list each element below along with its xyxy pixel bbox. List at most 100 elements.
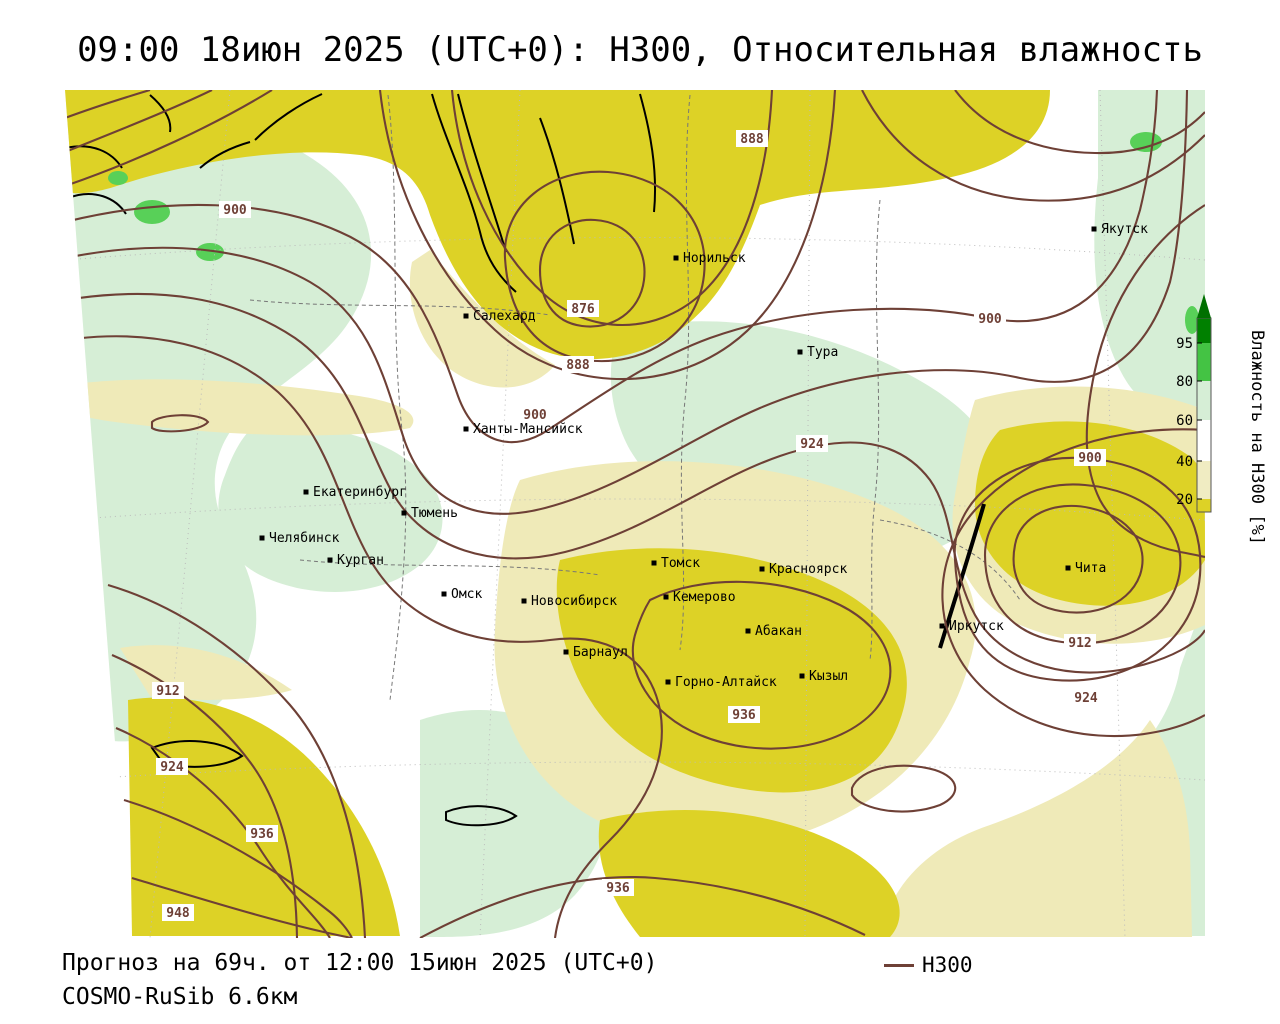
city-label: Челябинск <box>269 531 340 546</box>
contour-label-bg <box>152 682 184 699</box>
contour-label-bg <box>602 879 634 896</box>
city-marker <box>401 510 407 516</box>
contour-label: 876 <box>571 302 595 317</box>
city-marker <box>673 255 679 261</box>
city-label: Кызыл <box>809 669 848 684</box>
lake-baikal <box>938 503 986 649</box>
city-label: Ханты-Мансийск <box>473 422 583 437</box>
contour-label: 900 <box>1078 451 1102 466</box>
contour-legend-label: H300 <box>922 953 973 977</box>
colorbar-arrow <box>1197 294 1211 318</box>
city-label: Омск <box>451 587 482 602</box>
city-marker <box>797 349 803 355</box>
city-marker <box>463 426 469 432</box>
contour-label-bg <box>156 758 188 775</box>
city-marker <box>259 535 265 541</box>
contour-label: 924 <box>160 760 184 775</box>
colorbar-segment <box>1197 499 1211 512</box>
contour-label: 912 <box>156 684 179 699</box>
page-title: 09:00 18июн 2025 (UTC+0): H300, Относите… <box>77 30 1203 70</box>
colorbar-segment <box>1197 381 1211 420</box>
coastlines <box>65 93 986 827</box>
city-markers: Якутск Норильск Салехард Тура Ханты-Мансийск… <box>259 222 1148 690</box>
colorbar-tick-label: 60 <box>1176 413 1193 429</box>
contour-label: 888 <box>740 132 764 147</box>
city-marker <box>651 560 657 566</box>
city-marker <box>939 623 945 629</box>
model-info: COSMO-RuSib 6.6км <box>62 984 298 1010</box>
city-label: Норильск <box>683 251 746 266</box>
graticule <box>65 90 1205 938</box>
colorbar-tick-label: 95 <box>1176 336 1193 352</box>
city-marker <box>327 557 333 563</box>
city-label: Томск <box>661 556 700 571</box>
city-marker <box>521 598 527 604</box>
contour-label-bg <box>1064 634 1096 651</box>
colorbar-segment <box>1197 461 1211 499</box>
contour-label-bg <box>796 435 828 452</box>
contour-label: 900 <box>223 203 247 218</box>
colorbar-segment <box>1197 420 1211 461</box>
city-label: Красноярск <box>769 562 847 577</box>
city-marker <box>563 649 569 655</box>
contour-label-bg <box>974 310 1006 327</box>
city-marker <box>441 591 447 597</box>
city-label: Тура <box>807 345 838 360</box>
colorbar-segment <box>1197 318 1211 343</box>
contour-label-bg <box>1074 449 1106 466</box>
city-label: Курган <box>337 553 384 568</box>
contour-labels: 888 900 876 888 900 900 924 900 912 912 924 924 936 9… <box>152 130 1106 921</box>
admin-borders <box>249 94 1021 701</box>
contour-label-bg <box>219 201 251 218</box>
colorbar-tick-label: 40 <box>1176 454 1193 470</box>
colorbar-segment <box>1197 343 1211 381</box>
city-label: Новосибирск <box>531 594 617 609</box>
colorbar-axis-label: Влажность на H300 [%] <box>1247 330 1267 545</box>
city-label: Тюмень <box>411 506 458 521</box>
city-label: Салехард <box>473 309 536 324</box>
contour-legend-line <box>884 963 914 967</box>
taz-gulf-coast <box>539 117 575 245</box>
contour-label-bg <box>736 130 768 147</box>
contour-label: 936 <box>606 881 630 896</box>
city-marker <box>1091 226 1097 232</box>
city-label: Чита <box>1075 561 1106 576</box>
colorbar-tick-label: 80 <box>1176 374 1193 390</box>
humidity-shading <box>65 90 1205 938</box>
contour-label-bg <box>1070 689 1102 706</box>
contour-label-bg <box>567 300 599 317</box>
contour-label: 888 <box>566 358 590 373</box>
colorbar-tick-label: 20 <box>1176 492 1193 508</box>
contour-label-bg <box>246 825 278 842</box>
city-label: Екатеринбург <box>313 485 407 500</box>
yenisei-coast <box>639 93 657 213</box>
city-marker <box>665 679 671 685</box>
city-label: Горно-Алтайск <box>675 675 777 690</box>
city-label: Абакан <box>755 624 802 639</box>
contour-label: 948 <box>166 906 190 921</box>
city-label: Якутск <box>1101 222 1148 237</box>
contour-label: 936 <box>732 708 756 723</box>
contour-label: 924 <box>1074 691 1098 706</box>
contour-label-bg <box>519 406 551 423</box>
contour-legend: H300 <box>884 953 973 977</box>
city-label: Кемерово <box>673 590 736 605</box>
contour-label: 900 <box>523 408 547 423</box>
contour-label: 912 <box>1068 636 1091 651</box>
city-label: Иркутск <box>949 619 1004 634</box>
contour-label-bg <box>162 904 194 921</box>
forecast-info: Прогноз на 69ч. от 12:00 15июн 2025 (UTC… <box>62 950 658 976</box>
contour-label: 924 <box>800 437 824 452</box>
city-marker <box>799 673 805 679</box>
contour-label-bg <box>728 706 760 723</box>
contour-label: 900 <box>978 312 1002 327</box>
city-marker <box>1065 565 1071 571</box>
contour-label: 936 <box>250 827 274 842</box>
city-marker <box>303 489 309 495</box>
city-marker <box>663 594 669 600</box>
colorbar: 95 80 60 40 20 <box>1176 294 1212 513</box>
contour-label-bg <box>562 356 594 373</box>
lake-balkhash <box>445 805 518 827</box>
city-marker <box>463 313 469 319</box>
